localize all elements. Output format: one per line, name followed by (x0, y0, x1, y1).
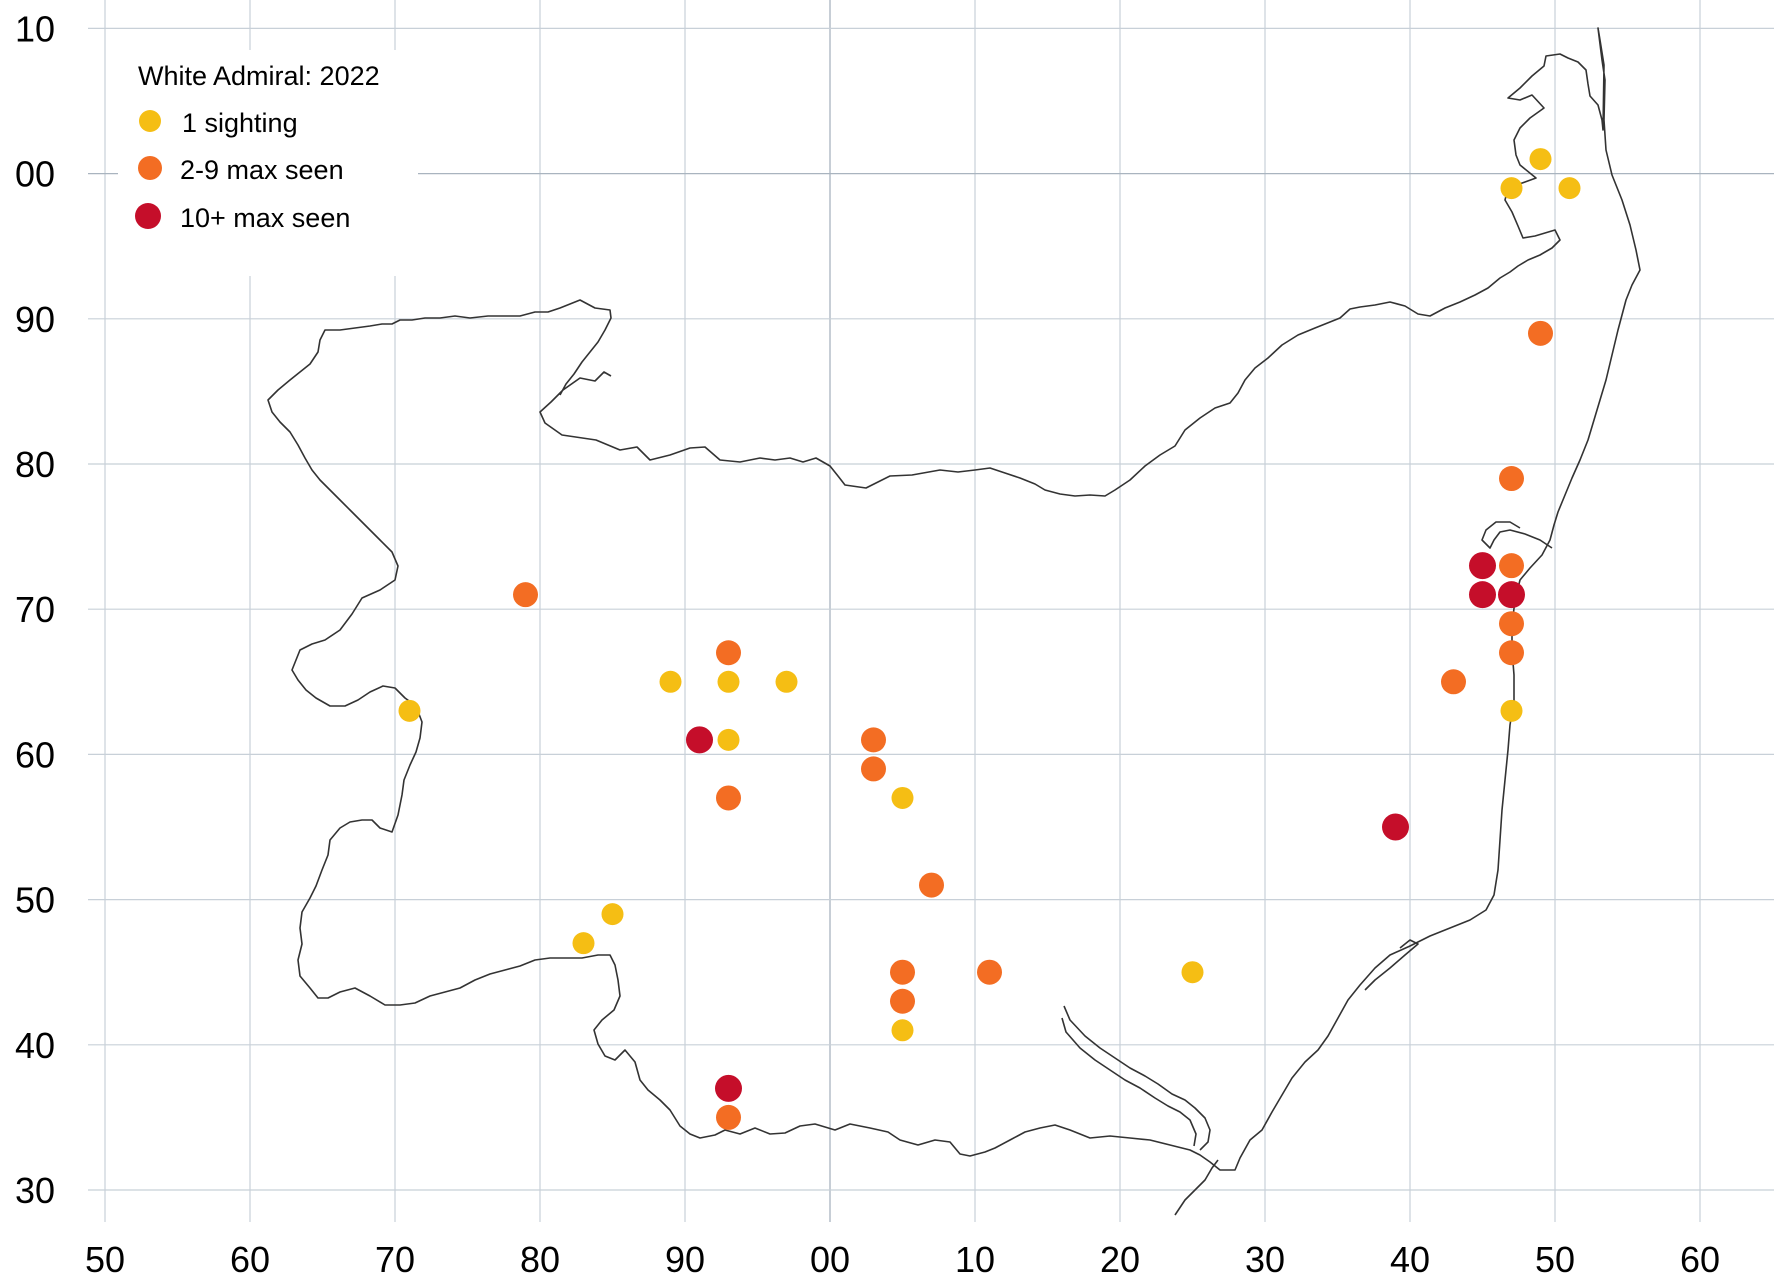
sighting-point-many-24 (1469, 552, 1496, 580)
y-tick-label-6: 90 (15, 299, 55, 340)
sighting-point-many-25 (1469, 581, 1496, 609)
sighting-point-few-17 (890, 959, 915, 985)
county-outline (267, 27, 1641, 1216)
legend: White Admiral: 2022 1 sighting 2-9 max s… (118, 50, 418, 276)
legend-marker-many (135, 203, 161, 229)
sighting-point-one-21 (1181, 961, 1204, 984)
sighting-point-one-8 (717, 728, 740, 751)
sighting-points (398, 148, 1581, 1130)
sighting-point-few-31 (1499, 466, 1524, 492)
x-tick-label-2: 70 (375, 1239, 415, 1278)
legend-label-one: 1 sighting (182, 108, 298, 138)
sighting-point-few-32 (1528, 320, 1553, 346)
sighting-point-one-33 (1500, 177, 1523, 200)
x-tick-label-8: 30 (1245, 1239, 1285, 1278)
legend-label-few: 2-9 max seen (180, 155, 344, 185)
y-tick-label-4: 70 (15, 589, 55, 630)
sighting-point-one-34 (1529, 148, 1552, 171)
sighting-point-one-35 (1558, 177, 1581, 200)
x-tick-label-9: 40 (1390, 1239, 1430, 1278)
southern-estuary (1174, 1159, 1219, 1216)
y-tick-label-5: 80 (15, 444, 55, 485)
y-tick-label-7: 00 (15, 154, 55, 195)
sighting-point-few-26 (1499, 553, 1524, 579)
coastal-inlet (1481, 521, 1553, 549)
sighting-point-one-15 (891, 786, 914, 809)
sighting-point-few-16 (919, 872, 944, 898)
x-tick-label-5: 00 (810, 1239, 850, 1278)
x-tick-label-10: 50 (1535, 1239, 1575, 1278)
sighting-point-few-23 (1441, 669, 1466, 695)
sighting-point-many-27 (1498, 581, 1525, 609)
estuary-line-2 (1061, 1017, 1197, 1147)
coastal-spit (1364, 939, 1419, 991)
sighting-point-one-0 (398, 699, 421, 722)
sighting-point-few-18 (890, 988, 915, 1014)
sighting-point-few-6 (716, 640, 741, 666)
y-tick-label-0: 30 (15, 1170, 55, 1211)
legend-title: White Admiral: 2022 (138, 61, 380, 91)
x-tick-label-6: 10 (955, 1239, 995, 1278)
legend-background (118, 50, 418, 276)
sighting-point-one-30 (1500, 699, 1523, 722)
sighting-point-few-9 (716, 785, 741, 811)
sighting-point-few-14 (861, 756, 886, 782)
legend-label-many: 10+ max seen (180, 203, 350, 233)
sighting-point-many-22 (1382, 813, 1409, 841)
sighting-point-few-20 (977, 959, 1002, 985)
axis-tick-labels: 50 60 70 80 90 00 10 20 30 40 50 60 30 40 50 60 70 80 90 00… (15, 8, 1720, 1278)
y-tick-label-2: 50 (15, 880, 55, 921)
county-boundary-path (267, 27, 1641, 1171)
legend-marker-one (139, 110, 161, 132)
sighting-point-few-13 (861, 727, 886, 753)
x-tick-label-11: 60 (1680, 1239, 1720, 1278)
sighting-point-many-5 (686, 726, 713, 754)
sighting-point-one-3 (601, 903, 624, 926)
sighting-point-one-4 (659, 670, 682, 693)
sighting-point-few-28 (1499, 611, 1524, 637)
legend-marker-few (138, 156, 162, 180)
estuary-line (1063, 1005, 1211, 1151)
y-tick-label-1: 40 (15, 1025, 55, 1066)
y-tick-label-3: 60 (15, 734, 55, 775)
sighting-point-one-19 (891, 1019, 914, 1042)
x-tick-label-4: 90 (665, 1239, 705, 1278)
x-tick-label-0: 50 (85, 1239, 125, 1278)
grid-lines (88, 0, 1774, 1222)
sighting-point-few-1 (513, 582, 538, 608)
sighting-point-one-7 (717, 670, 740, 693)
sighting-point-one-12 (775, 670, 798, 693)
y-tick-label-8: 10 (15, 8, 55, 49)
sighting-point-many-10 (715, 1074, 742, 1102)
x-tick-label-3: 80 (520, 1239, 560, 1278)
sighting-point-one-2 (572, 932, 595, 955)
x-tick-label-7: 20 (1100, 1239, 1140, 1278)
x-tick-label-1: 60 (230, 1239, 270, 1278)
sighting-point-few-29 (1499, 640, 1524, 666)
sighting-point-few-11 (716, 1104, 741, 1130)
